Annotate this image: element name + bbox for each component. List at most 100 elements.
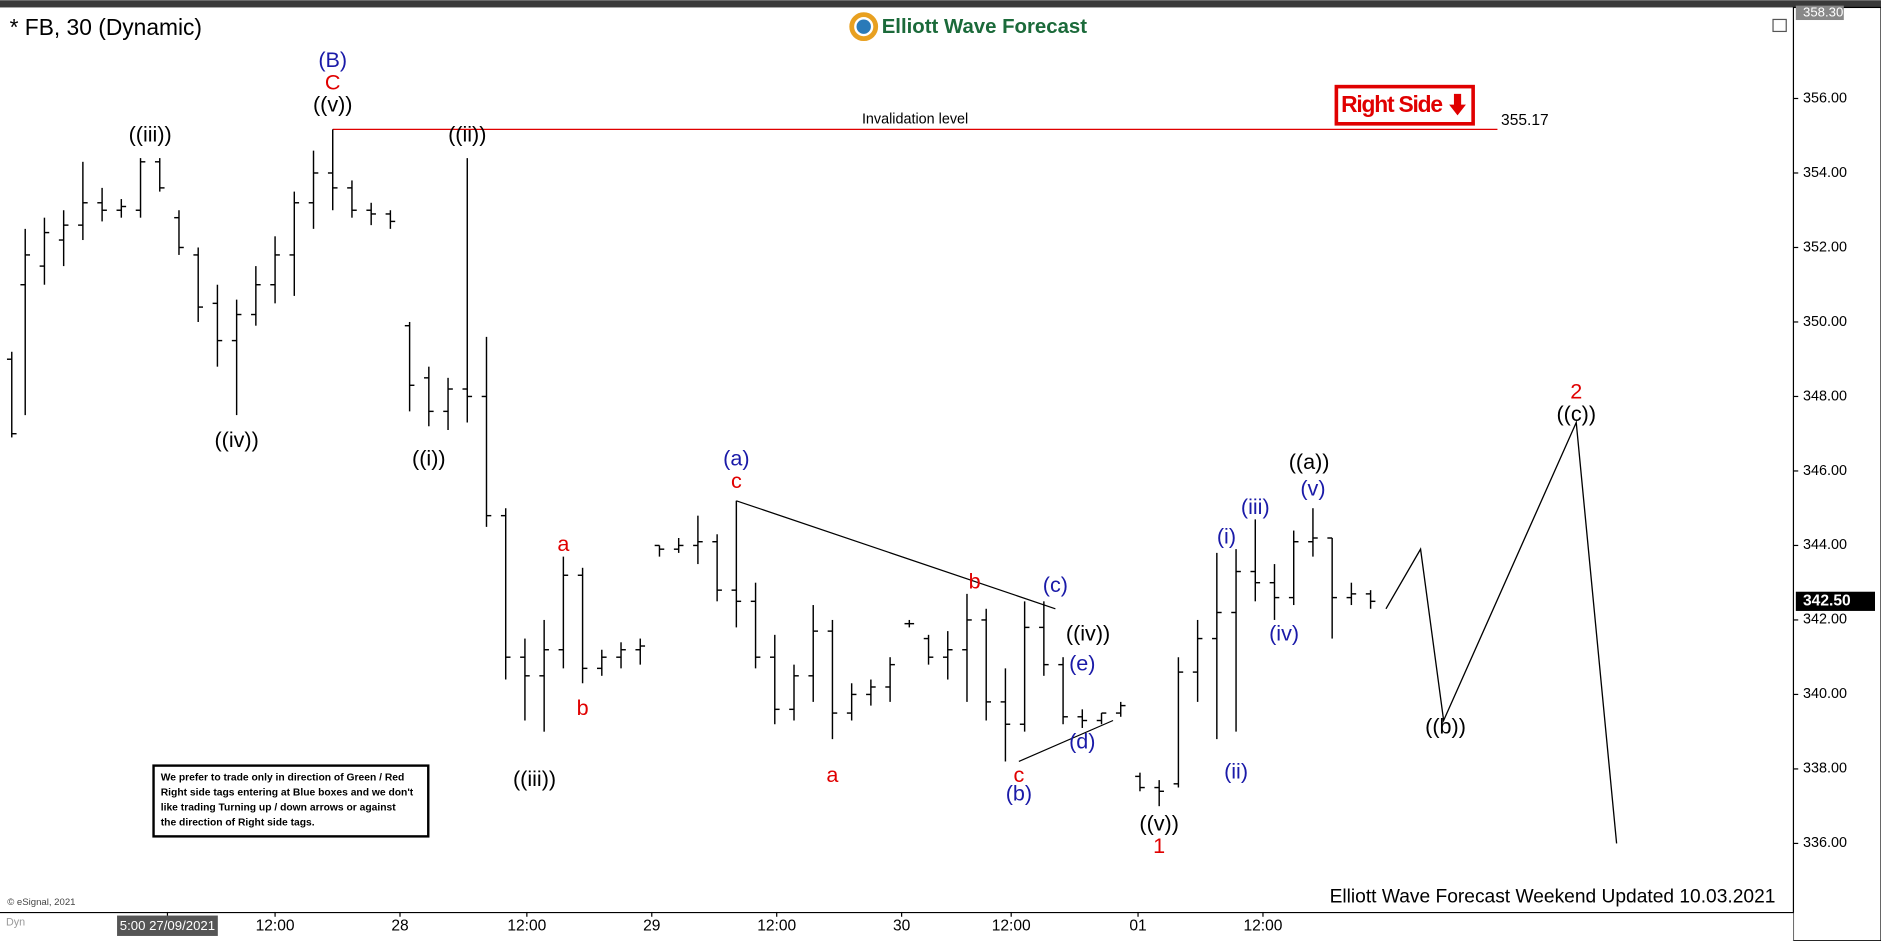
wave-label: ((ii)) [448,121,486,146]
wave-label: (d) [1069,729,1095,754]
trendline [1018,719,1114,763]
ohlc-bar [462,158,473,423]
brand-name: Elliott Wave Forecast [882,16,1088,38]
notice-line: like trading Turning up / down arrows or… [161,802,397,813]
wave-label: (iv) [1269,621,1299,646]
notice-line: the direction of Right side tags. [161,817,315,828]
ohlc-bar [846,683,857,721]
ohlc-bar [1346,582,1357,606]
top-price-label: 358.30 [1803,4,1843,19]
wave-label: (v) [1300,475,1325,500]
right-side-tag: Right Side [1334,84,1475,126]
invalidation-label: Invalidation level [862,112,968,128]
y-tick-label: 338.00 [1803,761,1847,777]
x-tick-label: 12:00 [757,917,796,934]
logo-ring [849,12,879,42]
ohlc-bar [347,180,357,218]
ohlc-bar [1135,772,1145,792]
ohlc-bar [251,266,261,326]
notice-box: We prefer to trade only in direction of … [152,764,430,838]
wave-label: (b) [1006,781,1032,806]
trendline [736,500,1056,610]
ohlc-bar [500,508,511,680]
y-tick-label: 356.00 [1803,90,1847,106]
ohlc-bar [366,202,376,226]
ohlc-bar [327,129,338,211]
ohlc-bar [597,649,607,676]
ohlc-bar [654,544,665,557]
wave-label: (i) [1217,524,1236,549]
ohlc-bar [866,679,876,706]
ohlc-bar [1308,508,1318,557]
wave-label: a [557,531,569,556]
ohlc-bar [1288,530,1299,606]
ohlc-bar [673,538,684,553]
ohlc-bar [981,608,992,721]
tag-text: Right Side [1341,91,1442,117]
ohlc-bar [520,638,530,721]
ohlc-bar [289,191,300,296]
notice-frame [152,764,430,838]
ohlc-bar [1019,601,1030,732]
ohlc-bar [616,642,626,669]
price-axis-panel [1792,6,1881,941]
ohlc-bar [1327,537,1337,639]
ohlc-bar [443,377,453,430]
wave-label: ((b)) [1425,714,1466,739]
y-tick-label: 340.00 [1803,686,1847,702]
ohlc-bar [1269,564,1280,620]
time-axis-panel [0,911,1794,941]
wave-label: (ii) [1224,758,1248,783]
x-tick-label: 29 [643,917,660,934]
wave-label: (B) [318,47,347,72]
ohlc-bar [308,150,319,229]
tag-arrow [1449,93,1466,116]
last-price-label: 342.50 [1803,592,1851,609]
ohlc-bar [962,593,972,702]
wave-label: ((iv)) [1066,621,1110,646]
wave-label: (e) [1069,650,1095,675]
y-tick-label: 346.00 [1803,463,1847,479]
y-tick-label: 348.00 [1803,388,1847,404]
last-price-box [1795,591,1876,611]
ohlc-bar [6,351,17,438]
wave-label: b [969,568,981,593]
ohlc-bar [904,619,915,628]
ohlc-bar [481,336,492,527]
ohlc-bar [827,619,838,740]
x-tick-label: 01 [1129,917,1146,934]
x-tick-label: 12:00 [507,917,546,934]
logo-core [856,19,871,34]
ohlc-bar [693,515,703,565]
ohlc-bar [20,228,31,416]
ohlc-bar [558,556,569,669]
ohlc-bar [174,210,184,255]
y-tick-label: 350.00 [1803,314,1847,330]
ohlc-bar [1115,701,1126,717]
projection-path [1385,419,1618,844]
ohlc-bar [1096,712,1107,725]
ohlc-bar [135,158,146,218]
ohlc-bar [424,366,434,427]
ohlc-bar [731,500,742,628]
invalidation-value: 355.17 [1501,112,1549,129]
ohlc-bar [270,236,280,304]
ohlc-bar [1039,601,1049,676]
wave-label: c [1013,762,1024,787]
wave-label: c [731,468,742,493]
y-tick-label: 354.00 [1803,165,1847,181]
ohlc-bar [923,634,934,665]
window-button[interactable] [1772,18,1787,33]
ohlc-bar [58,210,69,267]
ohlc-bar [577,567,588,684]
wave-label: a [826,762,838,787]
ohlc-bar [1000,668,1011,762]
brand-logo: Elliott Wave Forecast [849,12,1088,42]
wave-label: (a) [723,445,749,470]
ohlc-bar [539,619,549,732]
top-price-box [1795,5,1844,21]
wave-label: 2 [1570,378,1582,403]
notice-line: We prefer to trade only in direction of … [161,772,405,783]
ohlc-bar [1212,552,1222,740]
